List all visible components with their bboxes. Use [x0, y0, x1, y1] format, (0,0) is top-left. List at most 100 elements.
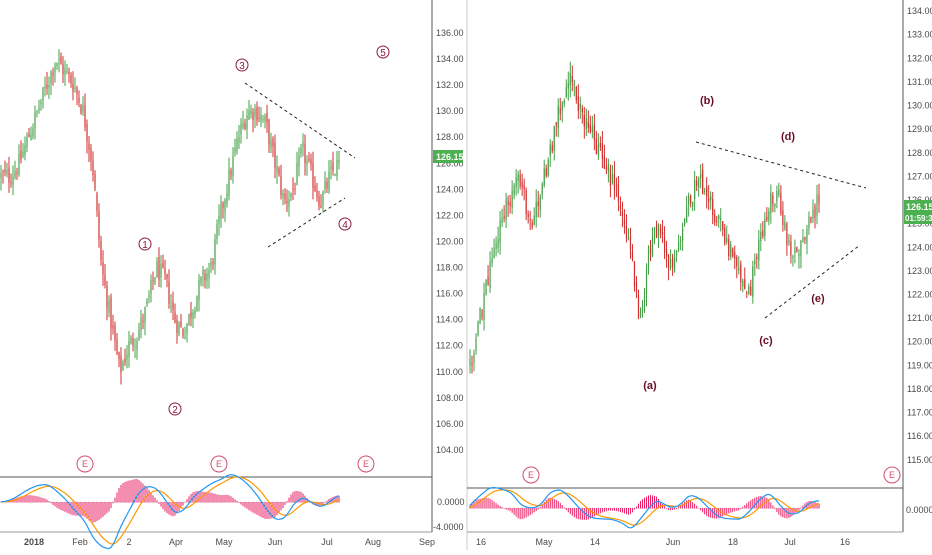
- candle: [677, 234, 680, 253]
- macd-histogram-bar: [639, 501, 641, 509]
- candle: [752, 260, 754, 304]
- price-tick-label: 133.00: [907, 30, 932, 40]
- price-tick-label: 106.00: [436, 419, 464, 429]
- candle: [296, 151, 298, 186]
- macd-histogram-bar: [629, 508, 631, 515]
- candle: [708, 185, 710, 211]
- macd-histogram-bar: [142, 483, 144, 503]
- macd-histogram-bar: [46, 499, 48, 503]
- macd-histogram-bar: [599, 508, 601, 514]
- left-last-price-label: 126.15: [436, 152, 464, 162]
- macd-histogram-bar: [619, 508, 621, 512]
- candle: [539, 194, 541, 218]
- candle: [754, 253, 756, 277]
- macd-histogram-bar: [748, 501, 750, 509]
- macd-histogram-bar: [611, 508, 613, 511]
- right-event-marker-1[interactable]: E: [522, 466, 540, 484]
- candle: [32, 123, 34, 140]
- candle: [124, 348, 126, 366]
- macd-histogram-bar: [210, 492, 212, 503]
- candle: [481, 309, 483, 321]
- macd-histogram-bar: [810, 501, 812, 509]
- candle: [226, 183, 228, 208]
- candle: [714, 209, 716, 226]
- candle: [262, 114, 264, 123]
- macd-histogram-bar: [648, 495, 650, 509]
- candle: [18, 144, 20, 177]
- macd-histogram-bar: [252, 502, 254, 513]
- candle: [202, 265, 204, 287]
- candle: [599, 136, 601, 152]
- candle: [6, 162, 8, 178]
- macd-histogram-bar: [670, 508, 672, 511]
- candle: [232, 146, 234, 184]
- macd-histogram-bar: [595, 508, 597, 516]
- candle: [84, 93, 86, 132]
- wave-a-label: (a): [643, 380, 657, 392]
- right-candles: [469, 61, 820, 374]
- macd-histogram-bar: [222, 495, 224, 503]
- candle: [537, 190, 539, 218]
- macd-histogram-bar: [92, 502, 94, 523]
- macd-histogram-bar: [726, 508, 728, 515]
- candle: [700, 164, 702, 189]
- macd-histogram-bar: [469, 504, 471, 509]
- macd-histogram-bar: [314, 502, 316, 506]
- candle: [587, 110, 589, 133]
- macd-histogram-bar: [212, 493, 214, 503]
- candle: [82, 96, 84, 116]
- macd-histogram-bar: [700, 508, 702, 511]
- candle: [234, 138, 236, 157]
- candle: [651, 227, 654, 258]
- candle: [690, 194, 692, 208]
- candle: [278, 166, 280, 177]
- candle: [577, 84, 579, 120]
- macd-histogram-bar: [208, 492, 210, 503]
- macd-histogram-bar: [710, 508, 712, 518]
- time-tick-label: 2018: [24, 537, 44, 547]
- wave-e-label: (e): [811, 293, 825, 305]
- macd-histogram-bar: [120, 484, 122, 503]
- macd-histogram-bar: [260, 502, 262, 517]
- macd-histogram-bar: [196, 491, 198, 503]
- macd-histogram-bar: [694, 503, 696, 509]
- macd-histogram-bar: [166, 502, 168, 514]
- candle: [66, 64, 68, 75]
- candle: [272, 136, 274, 158]
- candle: [603, 144, 605, 170]
- candle: [790, 234, 792, 264]
- candle: [611, 165, 614, 185]
- candle: [332, 151, 334, 176]
- candle: [224, 197, 226, 222]
- macd-histogram-bar: [798, 508, 800, 511]
- macd-histogram-bar: [48, 501, 50, 503]
- price-tick-label: 130.00: [907, 101, 932, 111]
- macd-histogram-bar: [613, 508, 615, 511]
- candle: [240, 118, 242, 144]
- macd-histogram-bar: [288, 497, 290, 503]
- candle: [206, 267, 208, 289]
- candle: [76, 85, 78, 105]
- right-event-marker-2[interactable]: E: [883, 466, 901, 484]
- candle: [90, 144, 92, 171]
- left-event-marker-1[interactable]: E: [76, 455, 94, 473]
- macd-histogram-bar: [146, 487, 148, 503]
- candle: [92, 151, 94, 182]
- price-tick-label: 127.00: [907, 171, 932, 181]
- price-tick-label: 134.00: [907, 6, 932, 16]
- left-event-marker-3[interactable]: E: [357, 455, 375, 473]
- price-tick-label: 122.00: [436, 210, 464, 220]
- candle: [487, 265, 489, 286]
- candle: [573, 79, 575, 97]
- time-tick-label: 2: [126, 537, 131, 547]
- macd-histogram-bar: [702, 508, 704, 513]
- candle: [655, 220, 658, 239]
- candle: [40, 98, 42, 111]
- macd-histogram-bar: [136, 479, 138, 503]
- candle: [489, 251, 491, 293]
- candle: [675, 249, 678, 263]
- left-event-marker-2[interactable]: E: [210, 455, 228, 473]
- candle: [808, 211, 810, 235]
- candle: [182, 327, 184, 339]
